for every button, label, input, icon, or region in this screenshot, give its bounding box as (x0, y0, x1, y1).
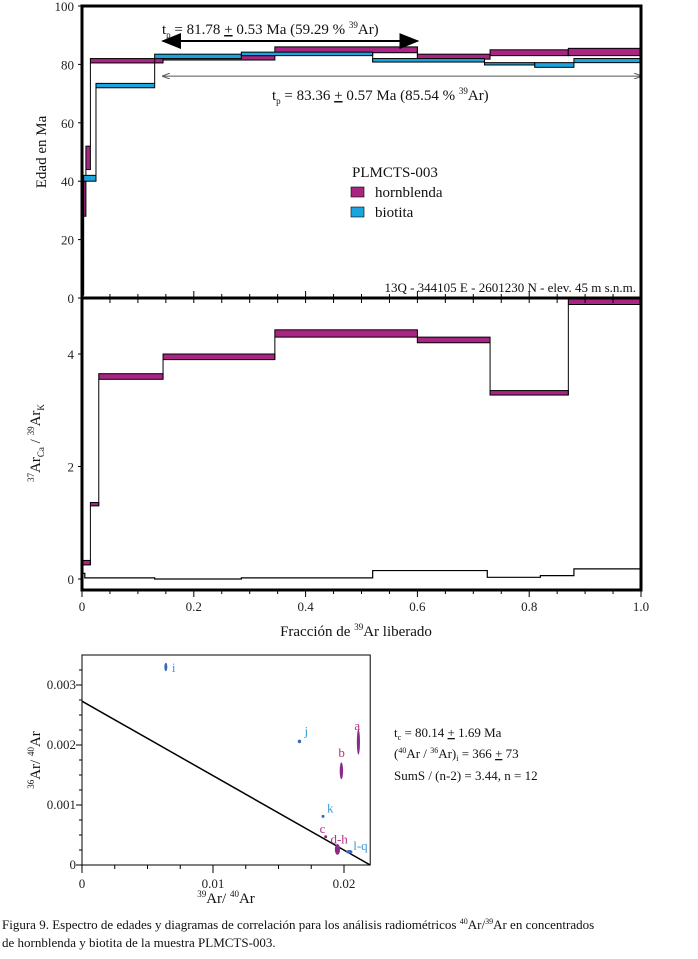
cak-plot-frame (80, 296, 643, 592)
y-tick-label: 0 (70, 857, 77, 872)
point-label: d-h (330, 831, 348, 846)
point-label: l-q (353, 838, 368, 853)
error-ellipse-k (321, 814, 325, 818)
age-step-biotita (483, 62, 536, 66)
y-tick-label: 80 (61, 57, 74, 72)
y-tick-label: 0.001 (47, 797, 76, 812)
isochron-y-label: 36Ar/ 40Ar (26, 731, 44, 789)
cak-step-hornblenda (274, 329, 418, 338)
x-tick-label: 0.02 (333, 876, 356, 891)
cak-step-hornblenda (416, 336, 491, 344)
legend-title: PLMCTS-003 (352, 165, 438, 181)
y-tick-label: 0.003 (47, 677, 76, 692)
x-tick-label: 0.6 (409, 599, 426, 614)
y-tick-label: 100 (55, 0, 75, 14)
error-ellipse-j (297, 739, 302, 744)
x-tick-label: 0.8 (521, 599, 537, 614)
error-ellipse-i (164, 662, 168, 672)
y-tick-label: 2 (68, 460, 75, 475)
ca-k-plot: 0 2 4 0 0.2 0.4 0.6 0.8 1.0 (68, 296, 649, 614)
y-tick-label: 0 (68, 291, 75, 306)
isochron-x-label: 39Ar/ 40Ar (197, 889, 255, 907)
isochron-age: tc = 80.14 + 1.69 Ma (394, 725, 502, 742)
x-tick-label: 0 (79, 599, 86, 614)
plateau-biotita-label: tp = 83.36 + 0.57 Ma (85.54 % 39Ar) (272, 86, 489, 106)
regression-line (81, 700, 371, 866)
age-step-biotita (95, 82, 156, 89)
x-tick-label: 0.2 (186, 599, 202, 614)
caption-line-1: Figura 9. Espectro de edades y diagramas… (2, 917, 594, 932)
error-ellipse-l-q (345, 850, 353, 854)
age-step-hornblenda (567, 47, 642, 57)
x-tick-label: 0.01 (202, 876, 225, 891)
age-step-biotita (240, 51, 374, 57)
y-tick-label: 60 (61, 116, 74, 131)
point-label: i (172, 660, 176, 675)
cak-step-hornblenda (489, 390, 569, 396)
point-label: c (320, 821, 326, 836)
legend-swatch-biotita (350, 206, 365, 218)
age-step-biotita (154, 53, 242, 60)
location-label: 13Q - 344105 E - 2601230 N - elev. 45 m … (384, 280, 636, 295)
legend-label-hornblenda: hornblenda (375, 185, 443, 201)
y-tick-label: 40 (61, 174, 74, 189)
age-axis-label: Edad en Ma (34, 115, 50, 188)
cak-step-hornblenda (98, 373, 164, 380)
point-label: b (338, 745, 345, 760)
legend-label-biotita: biotita (375, 205, 414, 221)
x-tick-label: 1.0 (633, 599, 649, 614)
plateau-hornblenda-label: tp = 81.78 + 0.53 Ma (59.29 % 39Ar) (162, 20, 379, 40)
error-ellipse-b (339, 762, 344, 780)
isochron-frame (81, 654, 371, 866)
isochron-plot: 0 0.01 0.02 0 0.001 0.002 0.003 i j k ab c d-h l-q (47, 654, 371, 891)
isochron-initial-ratio: (40Ar / 36Ar)i = 366 + 73 (394, 746, 519, 763)
isochron-mswd: SumS / (n-2) = 3.44, n = 12 (394, 768, 538, 783)
fraction-axis-label: Fracción de 39Ar liberado (280, 622, 432, 640)
point-label: j (303, 723, 308, 738)
legend-swatch-hornblenda (350, 186, 365, 198)
error-ellipse-d-h (334, 844, 341, 855)
cak-step-hornblenda (162, 353, 276, 361)
age-step-hornblenda (85, 145, 91, 171)
error-ellipse-c (324, 835, 328, 839)
point-label: a (354, 718, 360, 733)
age-step-hornblenda (489, 49, 569, 57)
y-tick-label: 4 (68, 347, 75, 362)
x-tick-label: 0 (79, 876, 86, 891)
cak-line-biotita (82, 568, 641, 580)
cak-axis-label: 37ArCa / 39ArK (26, 404, 46, 482)
age-step-hornblenda (89, 58, 164, 64)
y-tick-label: 0.002 (47, 737, 76, 752)
caption-line-2: de hornblenda y biotita de la muestra PL… (2, 935, 276, 950)
cak-step-hornblenda (89, 502, 100, 507)
age-spectrum-plot: 0 20 40 60 80 100 (55, 0, 643, 306)
x-tick-label: 0.4 (297, 599, 314, 614)
point-label: k (327, 800, 334, 815)
age-step-biotita (534, 62, 575, 68)
age-step-biotita (372, 58, 485, 63)
age-step-biotita (83, 174, 97, 182)
y-tick-label: 0 (68, 572, 75, 587)
error-ellipse-a (356, 729, 360, 755)
age-step-biotita (573, 58, 642, 64)
y-tick-label: 20 (61, 233, 74, 248)
